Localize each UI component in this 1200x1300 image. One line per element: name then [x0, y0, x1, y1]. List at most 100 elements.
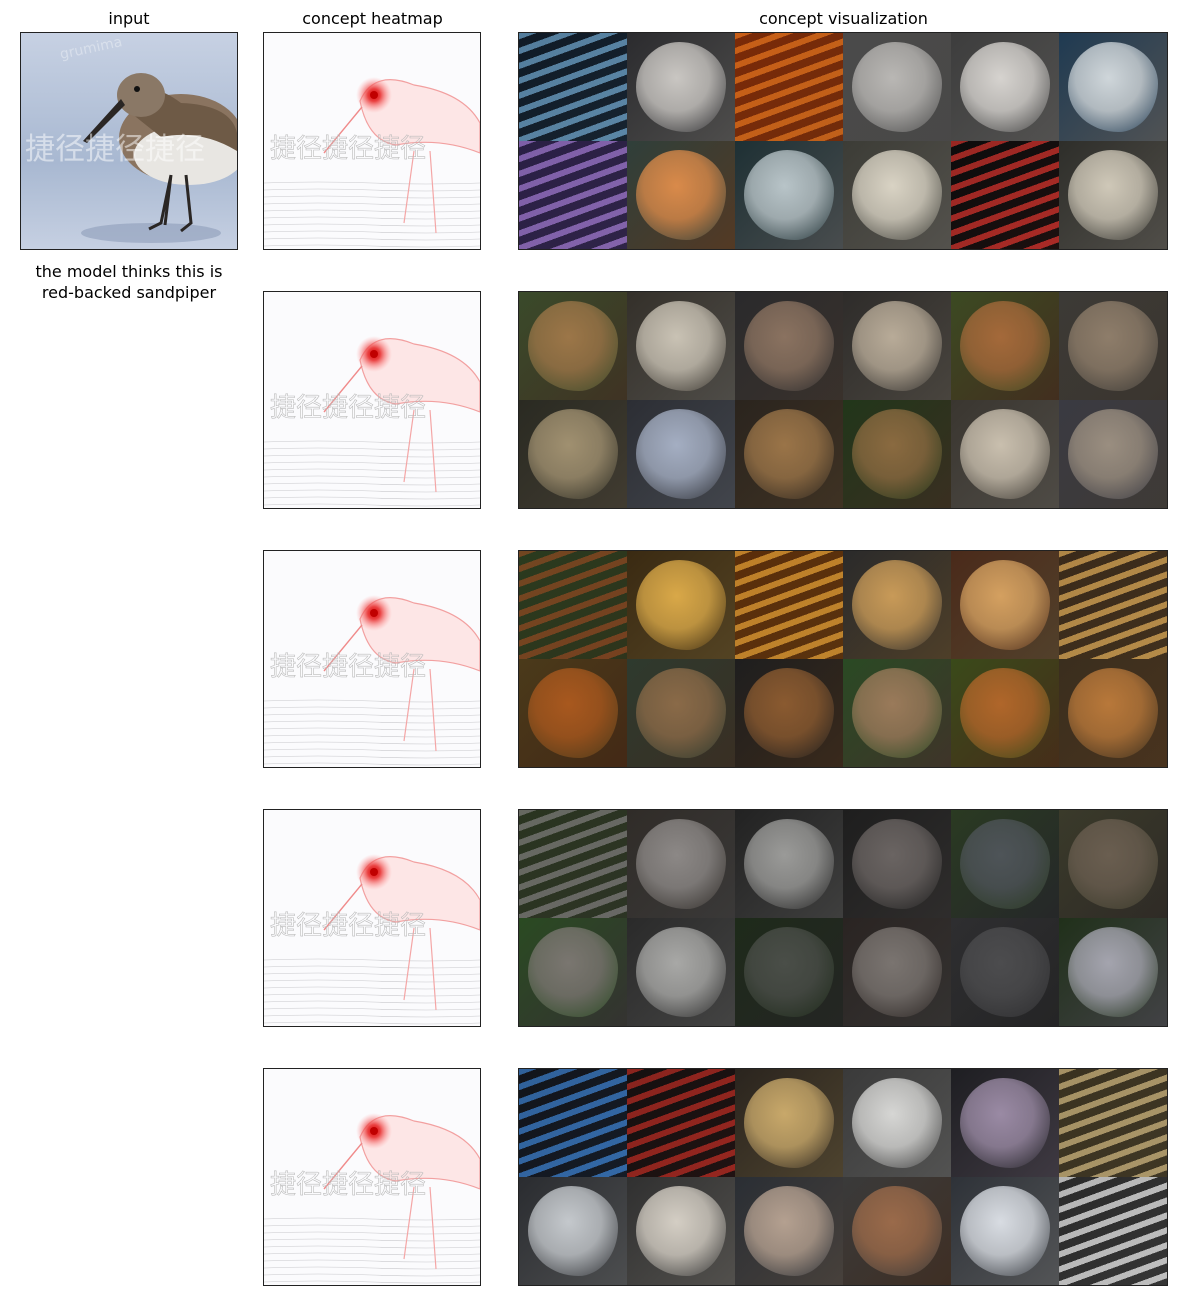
highlighted-region [959, 41, 1051, 133]
concept-4-patch-3 [735, 810, 843, 918]
highlighted-region [959, 408, 1051, 500]
highlighted-region [635, 300, 727, 392]
concept-4-patch-9 [735, 918, 843, 1026]
concept-2-patch-6 [1059, 292, 1167, 400]
concept-2-patch-8 [627, 400, 735, 508]
patch-texture [1059, 1177, 1167, 1285]
concept-4-patch-1 [519, 810, 627, 918]
patch-texture [519, 1069, 627, 1177]
concept-5-patch-12 [1059, 1177, 1167, 1285]
concept-grid-2 [518, 291, 1168, 509]
heatmap-1: 捷径捷径捷径 [263, 32, 481, 250]
highlighted-region [1067, 926, 1159, 1018]
concept-grid-3 [518, 550, 1168, 768]
concept-5-patch-3 [735, 1069, 843, 1177]
concept-2-patch-7 [519, 400, 627, 508]
svg-text:捷径捷径捷径: 捷径捷径捷径 [270, 652, 426, 682]
patch-texture [1059, 551, 1167, 659]
highlighted-region [851, 1185, 943, 1277]
patch-texture [519, 810, 627, 918]
highlighted-region [959, 1077, 1051, 1169]
watermark-text: 捷径捷径捷径 [25, 132, 205, 167]
concept-grid-4 [518, 809, 1168, 1027]
highlighted-region [527, 667, 619, 759]
concept-3-patch-8 [627, 659, 735, 767]
patch-texture [735, 33, 843, 141]
concept-3-patch-12 [1059, 659, 1167, 767]
prediction-class: red-backed sandpiper [41, 283, 217, 302]
heatmap-4: 捷径捷径捷径 [263, 809, 481, 1027]
concept-3-patch-1 [519, 551, 627, 659]
highlighted-region [1067, 41, 1159, 133]
highlighted-region [851, 408, 943, 500]
concept-5-patch-5 [951, 1069, 1059, 1177]
concept-1-patch-2 [627, 33, 735, 141]
concept-1-patch-4 [843, 33, 951, 141]
concept-grid-5 [518, 1068, 1168, 1286]
concept-1-patch-7 [519, 141, 627, 249]
highlighted-region [959, 667, 1051, 759]
concept-5-patch-7 [519, 1177, 627, 1285]
highlighted-region [635, 559, 727, 651]
concept-2-patch-10 [843, 400, 951, 508]
patch-texture [1059, 1069, 1167, 1177]
concept-4-patch-8 [627, 918, 735, 1026]
concept-1-patch-6 [1059, 33, 1167, 141]
heatmap-3: 捷径捷径捷径 [263, 550, 481, 768]
concept-1-patch-12 [1059, 141, 1167, 249]
highlighted-region [959, 300, 1051, 392]
concept-3-patch-3 [735, 551, 843, 659]
concept-2-patch-4 [843, 292, 951, 400]
highlighted-region [635, 926, 727, 1018]
concept-5-patch-9 [735, 1177, 843, 1285]
concept-4-patch-4 [843, 810, 951, 918]
highlighted-region [743, 1077, 835, 1169]
patch-texture [735, 551, 843, 659]
highlighted-region [743, 667, 835, 759]
patch-texture [519, 551, 627, 659]
highlighted-region [635, 1185, 727, 1277]
heatmap-2: 捷径捷径捷径 [263, 291, 481, 509]
concept-1-patch-10 [843, 141, 951, 249]
patch-texture [519, 33, 627, 141]
highlighted-region [743, 1185, 835, 1277]
svg-text:捷径捷径捷径: 捷径捷径捷径 [270, 134, 426, 164]
highlighted-region [1067, 667, 1159, 759]
concept-4-patch-2 [627, 810, 735, 918]
concept-3-patch-9 [735, 659, 843, 767]
input-image: 捷径捷径捷径 grumima [20, 32, 238, 250]
concept-3-patch-5 [951, 551, 1059, 659]
sandpiper-photo: 捷径捷径捷径 grumima [21, 33, 237, 249]
highlighted-region [851, 818, 943, 910]
svg-text:捷径捷径捷径: 捷径捷径捷径 [270, 911, 426, 941]
highlighted-region [527, 926, 619, 1018]
concept-5-patch-11 [951, 1177, 1059, 1285]
patch-texture [519, 141, 627, 249]
concept-4-patch-11 [951, 918, 1059, 1026]
highlighted-region [851, 559, 943, 651]
highlighted-region [851, 300, 943, 392]
concept-3-patch-6 [1059, 551, 1167, 659]
concept-2-patch-5 [951, 292, 1059, 400]
concept-1-patch-9 [735, 141, 843, 249]
highlighted-region [851, 1077, 943, 1169]
concept-4-patch-10 [843, 918, 951, 1026]
prediction-caption: the model thinks this is red-backed sand… [0, 261, 258, 303]
highlighted-region [743, 408, 835, 500]
prediction-line-1: the model thinks this is [35, 262, 223, 281]
highlighted-region [635, 818, 727, 910]
highlighted-region [851, 41, 943, 133]
visualization-column-title: concept visualization [759, 9, 928, 28]
concept-1-patch-5 [951, 33, 1059, 141]
highlighted-region [635, 408, 727, 500]
concept-4-patch-6 [1059, 810, 1167, 918]
heatmap-5: 捷径捷径捷径 [263, 1068, 481, 1286]
concept-5-patch-4 [843, 1069, 951, 1177]
highlighted-region [959, 818, 1051, 910]
concept-1-patch-11 [951, 141, 1059, 249]
input-column-title: input [108, 9, 150, 28]
svg-text:捷径捷径捷径: 捷径捷径捷径 [270, 1170, 426, 1200]
concept-2-patch-1 [519, 292, 627, 400]
concept-5-patch-8 [627, 1177, 735, 1285]
concept-4-patch-7 [519, 918, 627, 1026]
